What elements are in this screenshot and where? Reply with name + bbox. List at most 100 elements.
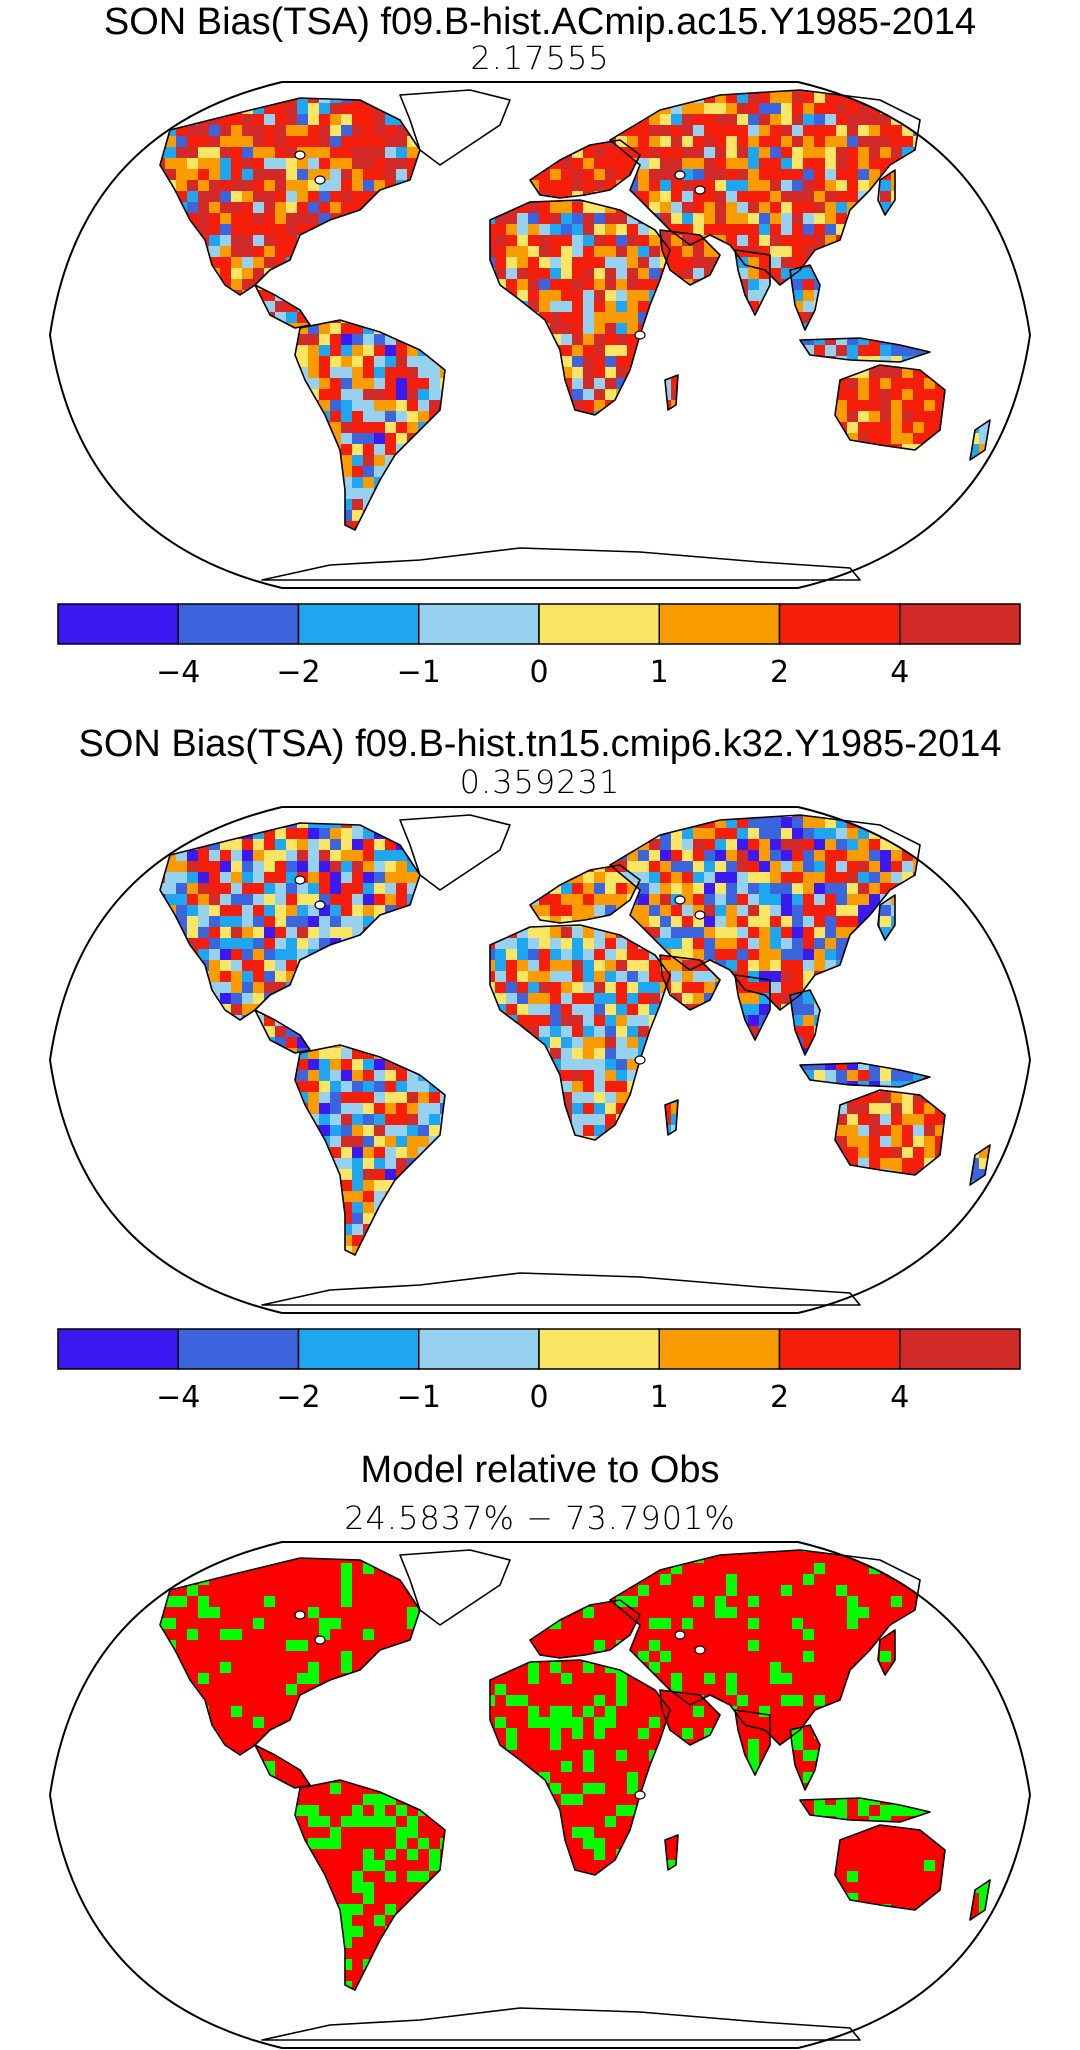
lake-outline <box>674 170 686 180</box>
colorbar-2-swatch-7 <box>899 1328 1021 1370</box>
indonesia-coastline <box>799 1797 931 1823</box>
arabia-coastline <box>659 229 721 286</box>
australia-coastline <box>834 1824 946 1911</box>
northAmerica-coastline <box>159 822 421 1021</box>
colorbar-2-tick-label: 2 <box>770 1380 789 1415</box>
colorbar-2-swatch-0 <box>57 1328 179 1370</box>
lake-outline <box>674 895 686 905</box>
southAmerica-coastline <box>294 1044 446 1256</box>
colorbar-1-tick-label: 4 <box>890 655 909 690</box>
colorbar-2-swatch-4 <box>538 1328 660 1370</box>
greenland-coastline <box>399 89 511 166</box>
arabia-coastline <box>659 954 721 1011</box>
indonesia-coastline <box>799 337 931 363</box>
india-coastline <box>734 249 771 316</box>
centralAmerica-coastline <box>254 1744 311 1789</box>
panel-1-title: SON Bias(TSA) f09.B-hist.ACmip.ac15.Y198… <box>103 1 977 43</box>
globe-outline <box>48 81 1032 589</box>
lake-outline <box>314 900 326 910</box>
colorbar-2-swatch-1 <box>177 1328 300 1370</box>
colorbar-1-tick-label: 0 <box>529 655 548 690</box>
colorbar-2-tick-label: −4 <box>156 1380 200 1415</box>
panel-3-value: 24.5837% − 73.7901% <box>344 1499 736 1537</box>
lake-outline <box>314 1635 326 1645</box>
europe-coastline <box>529 1599 641 1659</box>
lake-outline <box>294 1610 306 1620</box>
southAmerica-coastline <box>294 319 446 531</box>
colorbar-1-swatch-0 <box>57 603 179 645</box>
colorbar-1-swatch-7 <box>899 603 1021 645</box>
colorbar-1-tick-label: −2 <box>276 655 320 690</box>
antarctica-coastline <box>261 1272 861 1306</box>
southAmerica-coastline <box>294 1779 446 1991</box>
colorbar-2-swatch-5 <box>658 1328 781 1370</box>
asia-coastline <box>609 814 921 1011</box>
africa-coastline <box>489 199 671 416</box>
madagascar-coastline <box>664 374 679 411</box>
seAsia-coastline <box>789 264 821 331</box>
colorbar-2-tick-label: 4 <box>890 1380 909 1415</box>
colorbar-1-tick-label: 2 <box>770 655 789 690</box>
colorbar-1-swatch-2 <box>297 603 420 645</box>
colorbar-1-tick-label: −1 <box>397 655 441 690</box>
colorbar-1-swatch-3 <box>418 603 540 645</box>
lake-outline <box>634 1790 646 1800</box>
africa-cells <box>490 925 670 1140</box>
india-cells <box>735 250 770 315</box>
panel-2-title: SON Bias(TSA) f09.B-hist.tn15.cmip6.k32.… <box>78 723 1002 765</box>
panel-3-map <box>48 1541 1032 2049</box>
australia-coastline <box>834 1089 946 1176</box>
indonesia-coastline <box>799 1062 931 1088</box>
seAsia-coastline <box>789 1724 821 1791</box>
colorbar-2-swatch-3 <box>418 1328 540 1370</box>
lake-outline <box>674 1630 686 1640</box>
india-coastline <box>734 1709 771 1776</box>
asia-coastline <box>609 89 921 286</box>
lake-outline <box>634 330 646 340</box>
colorbar-1-swatch-4 <box>538 603 660 645</box>
japan-coastline <box>877 169 896 216</box>
centralAmerica-coastline <box>254 284 311 329</box>
madagascar-cells <box>665 375 678 410</box>
panel-2-map <box>48 806 1032 1314</box>
colorbar-2-swatch-2 <box>297 1328 420 1370</box>
lake-outline <box>694 910 706 920</box>
australia-coastline <box>834 364 946 451</box>
madagascar-coastline <box>664 1834 679 1871</box>
madagascar-coastline <box>664 1099 679 1136</box>
africa-coastline <box>489 1659 671 1876</box>
colorbar-1-swatch-1 <box>177 603 300 645</box>
antarctica-coastline <box>261 2007 861 2041</box>
europe-coastline <box>529 864 641 924</box>
arabia-coastline <box>659 1689 721 1746</box>
panel-1-colorbar: −4 −2 −1 0 1 2 4 <box>57 603 1021 690</box>
australia-cells <box>835 1825 945 1910</box>
colorbar-1-swatch-6 <box>778 603 901 645</box>
colorbar-2-tick-label: −1 <box>397 1380 441 1415</box>
centralAmerica-coastline <box>254 1009 311 1054</box>
newZealand-coastline <box>969 419 991 461</box>
madagascar-cells <box>665 1100 678 1135</box>
colorbar-2-tick-label: 0 <box>529 1380 548 1415</box>
lake-outline <box>294 150 306 160</box>
lake-outline <box>694 185 706 195</box>
colorbar-1-tick-label: 1 <box>650 655 669 690</box>
seAsia-coastline <box>789 989 821 1056</box>
japan-coastline <box>877 1629 896 1676</box>
japan-coastline <box>877 894 896 941</box>
india-cells <box>735 975 770 1040</box>
africa-cells <box>490 200 670 415</box>
greenland-coastline <box>399 814 511 891</box>
panel-2-colorbar: −4 −2 −1 0 1 2 4 <box>57 1328 1021 1415</box>
colorbar-2-tick-label: 1 <box>650 1380 669 1415</box>
africa-coastline <box>489 924 671 1141</box>
newZealand-coastline <box>969 1879 991 1921</box>
africa-cells <box>490 1660 670 1875</box>
globe-outline <box>48 806 1032 1314</box>
newZealand-coastline <box>969 1144 991 1186</box>
antarctica-coastline <box>261 547 861 581</box>
india-cells <box>735 1710 770 1775</box>
australia-cells <box>835 365 945 450</box>
greenland-coastline <box>399 1549 511 1626</box>
madagascar-cells <box>665 1835 678 1870</box>
